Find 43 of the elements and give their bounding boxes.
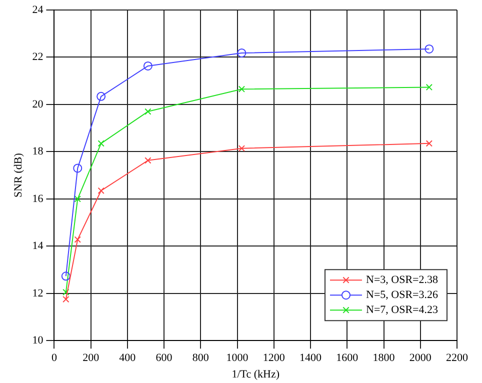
x-tick-label: 600 xyxy=(156,352,173,364)
x-tick-label: 0 xyxy=(51,352,58,364)
point xyxy=(144,108,152,115)
x-tick-label: 400 xyxy=(119,352,136,364)
y-tick-label: 18 xyxy=(32,146,44,158)
x-tick-label: 1200 xyxy=(262,352,286,364)
x-tick-label: 800 xyxy=(192,352,210,364)
point xyxy=(62,288,70,296)
y-tick-label: 16 xyxy=(32,192,44,205)
legend-label: N=7, OSR=4.23 xyxy=(366,304,438,316)
x-tick-label: 1600 xyxy=(336,352,359,364)
point xyxy=(143,61,152,70)
point xyxy=(144,157,152,164)
point xyxy=(74,196,81,202)
legend-label: N=5, OSR=3.26 xyxy=(366,288,438,301)
x-axis-title: 1/Tc (kHz) xyxy=(232,368,280,380)
y-tick-label: 12 xyxy=(32,287,44,300)
point xyxy=(426,140,432,147)
point xyxy=(96,92,106,101)
y-tick-label: 10 xyxy=(32,334,44,346)
y-axis-title: SNR (dB) xyxy=(12,152,24,198)
point xyxy=(62,296,70,303)
point xyxy=(238,145,246,152)
x-tick-label: 2200 xyxy=(446,352,468,364)
point xyxy=(73,164,82,173)
y-tick-label: 20 xyxy=(32,98,44,110)
x-tick-label: 200 xyxy=(82,352,100,364)
x-tick-label: 1000 xyxy=(226,352,249,364)
point xyxy=(238,86,246,92)
y-tick-label: 24 xyxy=(32,4,44,16)
point xyxy=(98,187,104,194)
point xyxy=(426,84,432,91)
x-tick-label: 1400 xyxy=(300,352,322,364)
x-tick-label: 1800 xyxy=(372,352,396,364)
y-tick-label: 14 xyxy=(32,240,44,252)
legend-label: N=3, OSR=2.38 xyxy=(366,274,438,286)
point xyxy=(237,48,246,58)
point xyxy=(61,272,70,281)
point xyxy=(98,140,104,147)
x-tick-label: 2000 xyxy=(409,352,432,364)
point xyxy=(424,44,434,54)
point xyxy=(74,236,81,243)
y-tick-label: 22 xyxy=(32,51,44,64)
